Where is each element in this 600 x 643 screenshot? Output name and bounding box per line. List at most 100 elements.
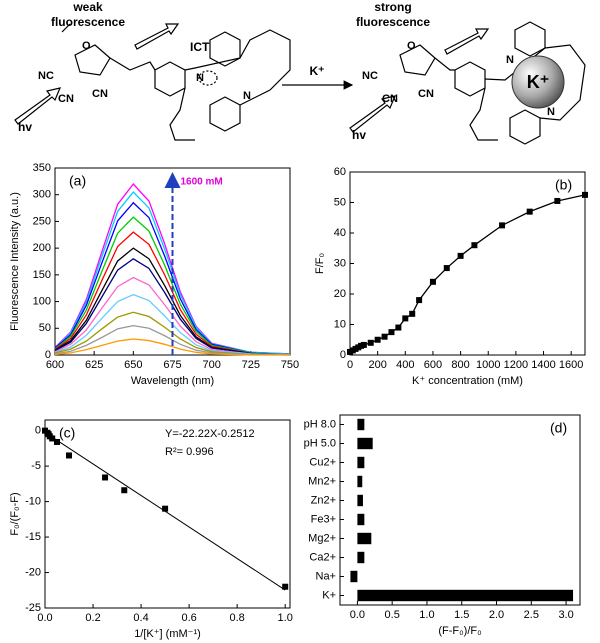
data-point	[471, 242, 478, 249]
x-tick-label: 750	[281, 359, 299, 371]
x-tick-label: 600	[46, 359, 64, 371]
data-line	[349, 194, 586, 353]
x-tick-label: 625	[85, 359, 103, 371]
x-tick-label: 1400	[531, 359, 555, 371]
x-tick-label: 200	[368, 359, 386, 371]
y-tick-label: Zn2+	[311, 494, 336, 506]
data-line	[54, 201, 291, 356]
x-tick-label: 0.5	[385, 609, 400, 621]
benzene-ring	[509, 109, 541, 145]
y-tick-label: 100	[33, 295, 51, 307]
x-tick-label: 675	[163, 359, 181, 371]
y-tick-label: 20	[334, 288, 346, 300]
y-tick-label: K+	[322, 589, 336, 601]
data-line	[54, 338, 290, 356]
ion-label: K⁺	[527, 72, 550, 92]
x-axis-title: Wavelength (nm)	[131, 375, 214, 387]
hv-label: hv	[352, 128, 366, 142]
benzene-ring	[209, 96, 241, 132]
data-point	[395, 324, 402, 331]
panel-label: (a)	[69, 173, 86, 189]
data-point	[526, 208, 533, 215]
x-tick-label: 400	[396, 359, 414, 371]
bond	[109, 57, 156, 71]
data-point	[367, 339, 374, 346]
bar	[350, 570, 358, 583]
y-tick-label: 30	[334, 257, 346, 269]
data-line	[54, 276, 291, 356]
atom-label: O	[82, 40, 91, 52]
y-tick-label: 350	[33, 162, 51, 174]
atom-label: NC	[38, 70, 54, 82]
x-tick-label: 0.0	[37, 612, 52, 624]
data-point	[282, 583, 289, 590]
x-tick-label: 0	[347, 359, 353, 371]
fluorescence-arrow	[134, 23, 180, 50]
x-tick-label: 3.0	[558, 609, 573, 621]
x-axis-title: 1/[K⁺] (mM⁻¹)	[134, 628, 201, 640]
y-tick-label: -10	[25, 495, 41, 507]
data-point	[388, 329, 395, 336]
scheme-label: fluorescence	[356, 15, 430, 29]
x-tick-label: 1.0	[419, 609, 434, 621]
plot-frame	[339, 414, 581, 606]
atom-label: N	[547, 106, 555, 118]
bar	[357, 437, 373, 450]
data-point	[429, 278, 436, 285]
bar	[357, 475, 363, 488]
furan-ring	[74, 44, 111, 76]
y-tick-label: 40	[334, 227, 346, 239]
x-tick-label: 1000	[476, 359, 500, 371]
x-tick-label: 0.4	[133, 612, 148, 624]
y-tick-label: -25	[25, 602, 41, 614]
y-tick-label: 150	[33, 269, 51, 281]
x-tick-label: 1200	[504, 359, 528, 371]
data-line	[54, 258, 291, 356]
data-point	[162, 505, 169, 512]
atom-label: CN	[382, 93, 398, 105]
y-axis-title: F/F₀	[314, 253, 326, 274]
potassium-ion	[511, 55, 565, 109]
scheme-label: weak	[72, 0, 103, 14]
scheme-label: fluorescence	[51, 15, 125, 29]
y-tick-label: 200	[33, 242, 51, 254]
methyl	[61, 23, 71, 33]
data-point	[443, 265, 450, 272]
x-tick-label: 2.0	[489, 609, 504, 621]
y-tick-label: 0	[340, 349, 346, 361]
y-tick-label: -20	[25, 566, 41, 578]
bond	[434, 57, 455, 71]
bar	[357, 589, 574, 602]
atom-label: N	[196, 72, 204, 84]
y-tick-label: 0	[35, 425, 41, 437]
data-point	[102, 474, 109, 481]
data-point	[554, 197, 561, 204]
crown-ring	[184, 29, 291, 106]
x-tick-label: 1600	[559, 359, 583, 371]
bar	[357, 532, 372, 545]
data-point	[374, 336, 381, 343]
plot-frame	[349, 171, 586, 356]
plot-frame	[44, 419, 291, 609]
x-tick-label: 0.0	[350, 609, 365, 621]
reaction-label: K⁺	[310, 64, 325, 78]
atom-label: N	[243, 90, 251, 102]
data-point	[66, 452, 73, 459]
data-point	[457, 252, 464, 259]
benzene-ring	[454, 61, 486, 97]
x-tick-label: 800	[451, 359, 469, 371]
y-axis-title: Fluorescence Intensity (a.u.)	[9, 192, 21, 331]
data-point	[416, 297, 423, 304]
bar	[357, 494, 363, 507]
hv-arrow	[14, 87, 62, 125]
y-tick-label: Fe3+	[311, 513, 336, 525]
data-line	[54, 231, 291, 356]
atom-label: NC	[362, 70, 378, 82]
furan-ring	[399, 44, 436, 76]
atom-label: CN	[58, 93, 74, 105]
hv-label: hv	[18, 120, 32, 134]
ether-chain	[469, 87, 498, 141]
x-tick-label: 650	[124, 359, 142, 371]
y-tick-label: Ca2+	[309, 551, 336, 563]
